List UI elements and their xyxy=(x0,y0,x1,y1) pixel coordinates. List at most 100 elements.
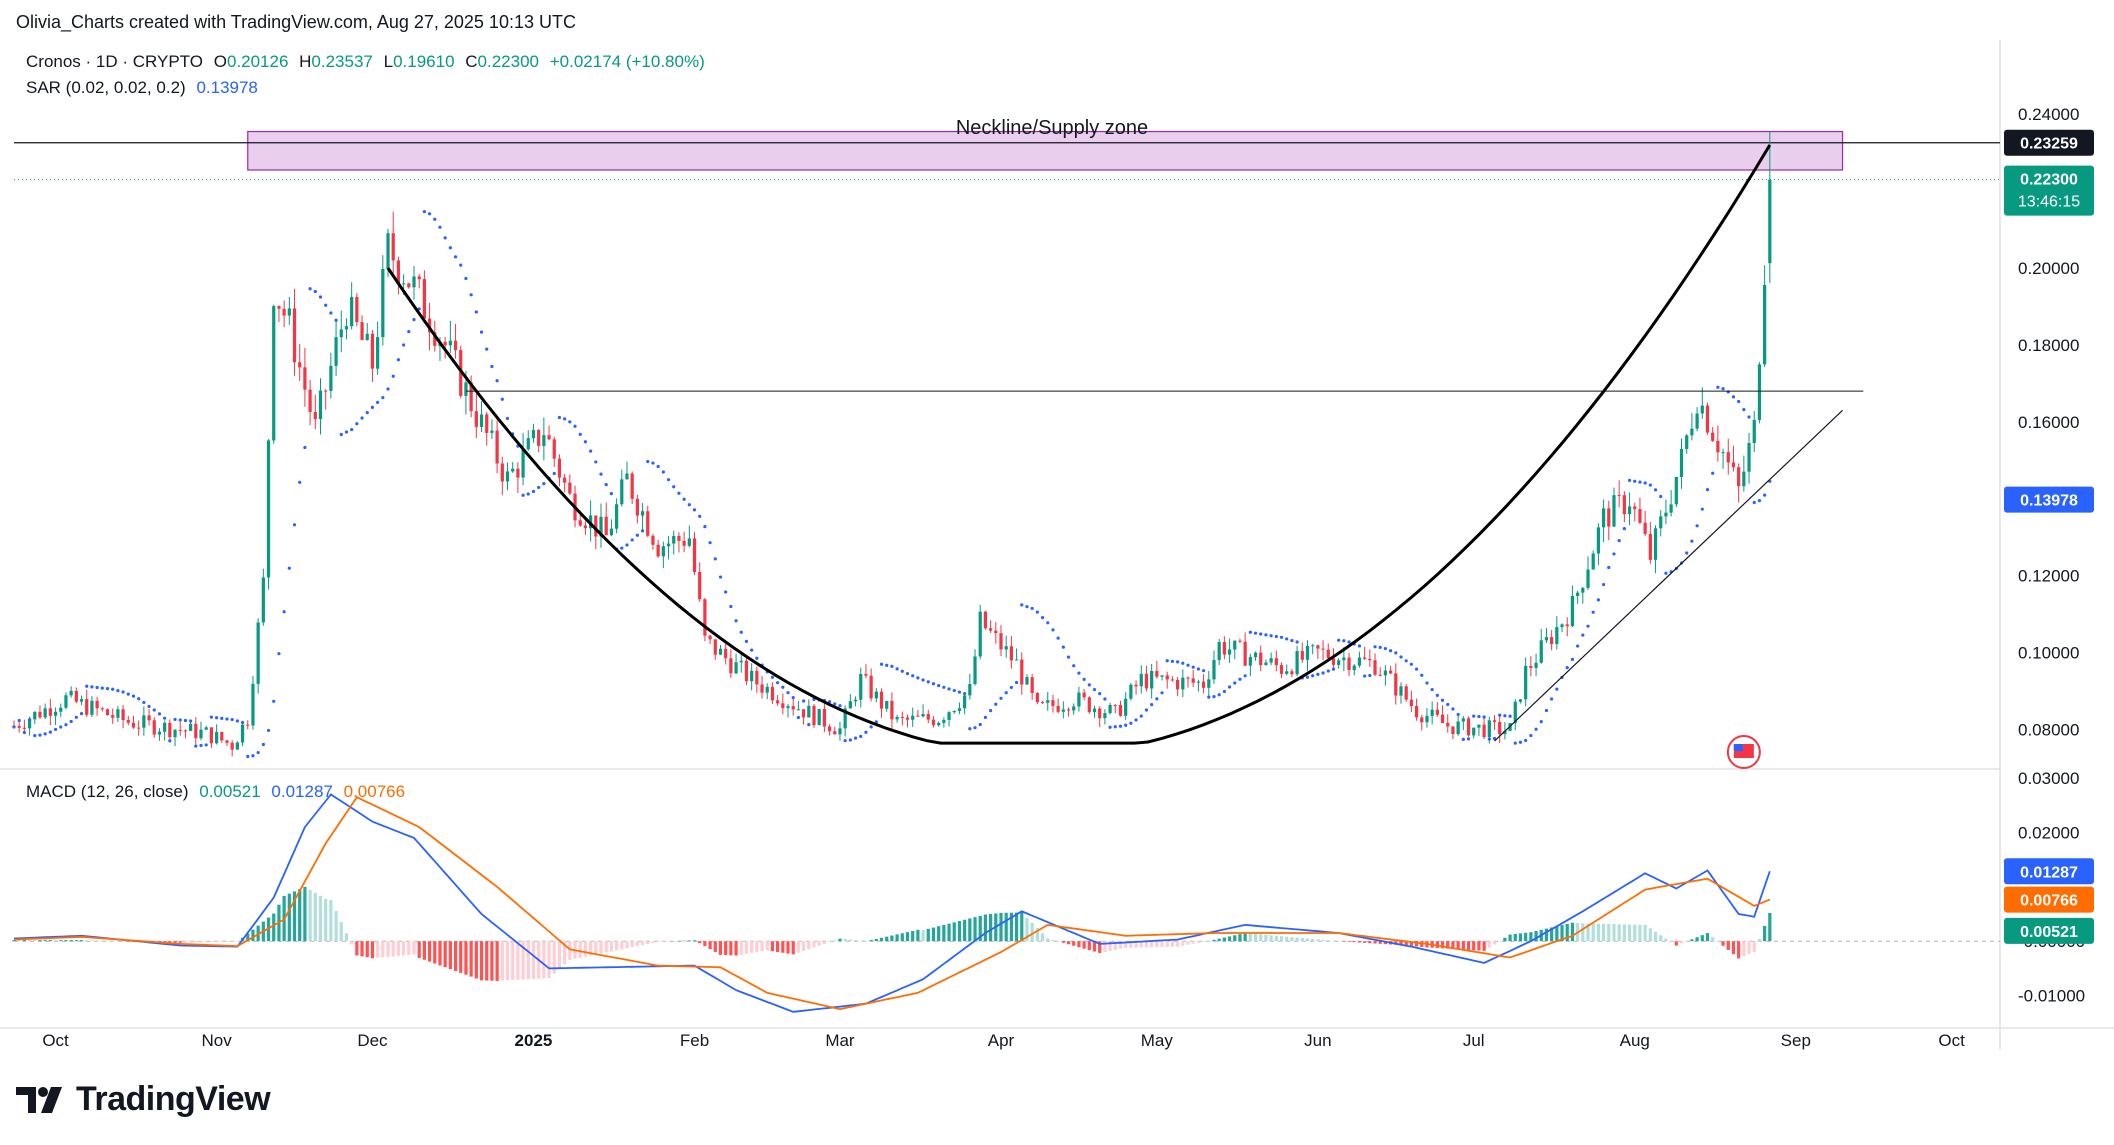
sar-dot xyxy=(407,330,411,334)
sar-dot xyxy=(199,743,203,748)
candle-body xyxy=(594,515,598,537)
macd-histogram-bar xyxy=(1695,937,1699,942)
candle-body xyxy=(599,516,603,537)
candle-body xyxy=(282,308,286,316)
candle-body xyxy=(1321,648,1325,650)
sar-dot xyxy=(1737,399,1741,404)
sar-dot xyxy=(1285,637,1289,641)
sar-dot xyxy=(225,717,229,721)
candle-body xyxy=(1721,452,1725,454)
macd-histogram-bar xyxy=(220,941,224,943)
sar-dot xyxy=(365,410,369,415)
candle-body xyxy=(905,717,910,720)
candle-body xyxy=(1409,699,1413,707)
macd-histogram-bar xyxy=(1633,924,1637,942)
candle-body xyxy=(765,686,769,693)
sar-dot xyxy=(324,303,328,307)
sar-dot xyxy=(1305,675,1310,679)
macd-histogram-bar xyxy=(547,941,551,979)
candle-body xyxy=(1061,709,1065,712)
sar-dot xyxy=(724,590,728,594)
sar-dot xyxy=(1295,640,1299,644)
macd-histogram-bar xyxy=(1014,912,1019,942)
macd-histogram-bar xyxy=(1279,936,1284,942)
sar-dot xyxy=(1290,638,1294,643)
candle-body xyxy=(573,493,577,521)
sar-dot xyxy=(1207,695,1211,699)
sar-dot xyxy=(1690,539,1694,543)
tradingview-logo[interactable]: TradingView xyxy=(16,1080,271,1119)
candle-body xyxy=(1695,413,1699,429)
macd-histogram-bar xyxy=(1679,941,1684,944)
sar-dot xyxy=(822,698,826,703)
sar-dot xyxy=(994,702,998,706)
macd-legend[interactable]: MACD (12, 26, close) 0.00521 0.01287 0.0… xyxy=(26,782,411,802)
candle-body xyxy=(1295,651,1299,675)
sar-dot xyxy=(1409,662,1413,666)
candle-body xyxy=(1612,495,1616,527)
sar-dot xyxy=(1653,488,1658,492)
event-flag-icon xyxy=(1733,744,1754,758)
sar-legend[interactable]: SAR (0.02, 0.02, 0.2) 0.13978 xyxy=(26,78,264,98)
sar-dot xyxy=(729,604,733,609)
candle-body xyxy=(448,340,452,346)
candle-body xyxy=(1700,405,1704,414)
candle-body xyxy=(1435,709,1439,715)
sar-dot xyxy=(911,674,915,678)
sar-dot xyxy=(1165,659,1169,663)
macd-histogram-bar xyxy=(214,941,219,943)
candle-body xyxy=(656,544,660,557)
sar-dot xyxy=(1139,714,1143,718)
candle-body xyxy=(272,306,276,441)
macd-histogram-bar xyxy=(869,940,873,942)
candle-body xyxy=(386,233,390,269)
candle-body xyxy=(1679,448,1684,477)
macd-tick-label: -0.01000 xyxy=(2018,987,2085,1006)
candle-body xyxy=(568,482,572,494)
macd-histogram-bar xyxy=(594,941,598,955)
candle-body xyxy=(666,543,671,547)
macd-histogram-bar xyxy=(640,941,645,946)
candle-body xyxy=(983,611,988,629)
sar-dot xyxy=(1253,631,1258,635)
macd-histogram-bar xyxy=(261,921,265,942)
candle-body xyxy=(1300,651,1304,660)
candle-body xyxy=(1492,720,1497,723)
sar-dot xyxy=(183,718,188,723)
candle-body xyxy=(189,723,193,731)
macd-histogram-bar xyxy=(1103,941,1107,952)
sar-dot xyxy=(963,691,967,696)
candle-body xyxy=(261,577,265,623)
macd-histogram-bar xyxy=(464,941,468,975)
candle-body xyxy=(168,722,172,738)
sar-dot xyxy=(989,709,993,713)
sar-dot xyxy=(189,719,193,723)
macd-histogram-bar xyxy=(1357,941,1362,943)
candle-body xyxy=(1373,660,1377,675)
candle-body xyxy=(682,540,686,546)
candle-body xyxy=(360,322,364,340)
sar-dot xyxy=(1534,727,1538,731)
macd-hist-badge-bg xyxy=(2004,917,2094,944)
candle-body xyxy=(1529,665,1533,668)
candle-body xyxy=(1513,701,1517,724)
macd-histogram-bar xyxy=(1040,933,1045,942)
candle-body xyxy=(1524,665,1528,700)
candle-body xyxy=(500,463,504,482)
macd-histogram-bar xyxy=(900,933,904,942)
macd-histogram-bar xyxy=(277,904,281,942)
macd-histogram-bar xyxy=(1051,939,1055,942)
candle-body xyxy=(116,709,120,718)
candle-body xyxy=(1747,443,1751,472)
candle-body xyxy=(1311,645,1315,647)
macd-histogram-bar xyxy=(516,941,520,980)
sar-dot xyxy=(1009,685,1013,690)
sar-dot xyxy=(604,483,608,487)
sar-dot xyxy=(417,307,421,311)
candle-body xyxy=(199,729,203,739)
sar-dot xyxy=(916,676,920,680)
sar-dot xyxy=(318,295,323,299)
time-tick-label: Dec xyxy=(357,1031,388,1050)
candle-body xyxy=(651,535,655,545)
